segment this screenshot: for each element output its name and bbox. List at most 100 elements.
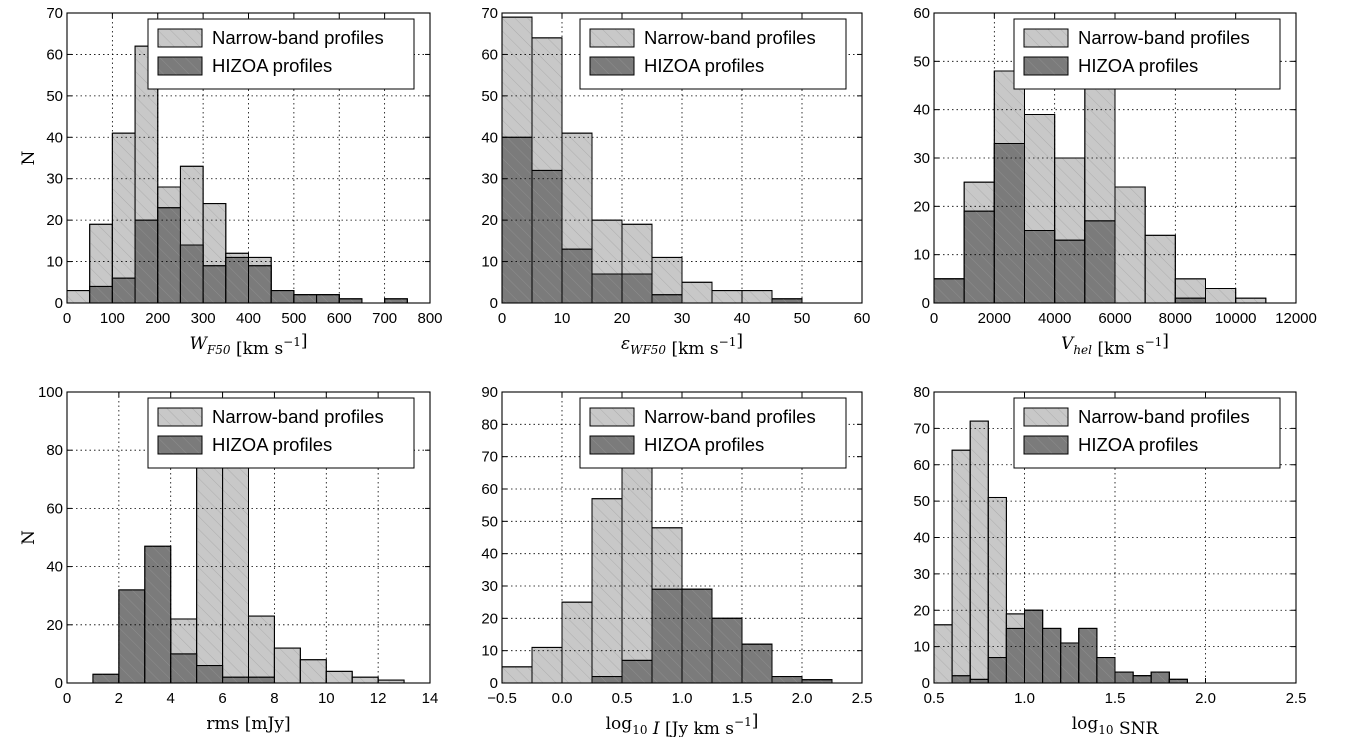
y-tick-label: 10 <box>913 639 930 656</box>
y-tick-label: 20 <box>913 198 930 215</box>
legend-hizoa: HIZOA profiles <box>1023 434 1198 455</box>
x-tick-label: 4000 <box>1038 310 1071 327</box>
y-tick-label: 20 <box>913 602 930 619</box>
hizoa-bar <box>225 256 249 304</box>
y-tick-label: 0 <box>490 675 498 692</box>
y-tick-label: 20 <box>46 617 63 634</box>
hizoa-bar <box>963 210 995 304</box>
hizoa-bar <box>134 219 159 304</box>
hizoa-bar <box>202 265 227 304</box>
svg-text:Narrow-band profiles: Narrow-band profiles <box>1078 27 1250 48</box>
x-axis-label: εWF50 [km s−1] <box>621 331 743 359</box>
narrow-band-bar <box>196 464 224 684</box>
x-tick-label: 8000 <box>1159 310 1192 327</box>
x-tick-label: 2.5 <box>852 690 873 707</box>
narrow-band-bar <box>351 676 379 684</box>
x-tick-label: 0 <box>63 310 71 327</box>
narrow-band-bar <box>325 670 353 684</box>
legend-hizoa: HIZOA profiles <box>589 55 764 76</box>
y-tick-label: 60 <box>481 481 498 498</box>
y-tick-label: 40 <box>46 559 63 576</box>
y-tick-label: 30 <box>481 171 498 188</box>
hizoa-bar <box>248 676 275 684</box>
y-tick-label: 0 <box>55 295 63 312</box>
x-tick-label: 10000 <box>1215 310 1257 327</box>
x-tick-label: 0.0 <box>552 690 573 707</box>
y-tick-label: 40 <box>481 546 498 563</box>
hizoa-bar <box>1096 657 1116 684</box>
x-tick-label: 10 <box>318 690 335 707</box>
svg-text:Narrow-band profiles: Narrow-band profiles <box>212 406 384 427</box>
legend-narrow-band: Narrow-band profiles <box>157 406 384 427</box>
y-tick-label: 20 <box>481 610 498 627</box>
hizoa-bar <box>196 665 224 684</box>
hizoa-bar <box>987 657 1007 684</box>
histogram-panel-6: 0.5 1.0 1.5 2.0 2.5 0 10 20 30 40 50 60 70 80 log10 SN… <box>913 384 1306 737</box>
legend-narrow-band: Narrow-band profiles <box>1023 27 1250 48</box>
hizoa-bar <box>1042 627 1062 684</box>
hizoa-bar <box>1054 239 1086 304</box>
y-axis-label: N <box>19 150 39 165</box>
x-tick-label: 12000 <box>1275 310 1317 327</box>
x-axis-label: log10 SNR <box>1072 714 1160 737</box>
hizoa-bar <box>338 298 363 304</box>
y-tick-label: 80 <box>913 384 930 401</box>
x-tick-label: 1.0 <box>672 690 693 707</box>
narrow-band-bar <box>969 420 989 684</box>
hizoa-bar <box>681 588 713 684</box>
narrow-band-bar <box>681 281 713 304</box>
x-tick-label: 0.5 <box>612 690 633 707</box>
hizoa-bar <box>111 277 136 304</box>
y-tick-label: 30 <box>481 578 498 595</box>
hizoa-bar <box>179 244 204 304</box>
hizoa-bar <box>741 643 773 684</box>
legend-narrow-band: Narrow-band profiles <box>157 27 384 48</box>
x-tick-label: 300 <box>191 310 216 327</box>
svg-text:HIZOA profiles: HIZOA profiles <box>1078 434 1198 455</box>
hizoa-bar <box>1132 675 1152 684</box>
y-tick-label: 80 <box>46 442 63 459</box>
y-tick-label: 0 <box>922 675 930 692</box>
y-tick-label: 30 <box>913 566 930 583</box>
legend-narrow-band: Narrow-band profiles <box>589 406 816 427</box>
narrow-band-bar <box>1114 186 1146 304</box>
hizoa-bar <box>89 285 113 304</box>
hizoa-bar <box>293 294 318 304</box>
narrow-band-bar <box>987 496 1007 684</box>
histogram-panel-4: 0 2 4 6 8 10 12 14 0 20 40 60 80 100 rms [mJy] N Narrow-… <box>19 384 438 734</box>
hizoa-bar <box>384 298 408 304</box>
x-tick-label: 6 <box>218 690 226 707</box>
x-tick-label: 14 <box>422 690 439 707</box>
hizoa-bar <box>1150 671 1170 684</box>
svg-text:Narrow-band profiles: Narrow-band profiles <box>644 27 816 48</box>
y-tick-label: 40 <box>481 129 498 146</box>
narrow-band-bar <box>111 132 136 304</box>
x-tick-label: 2 <box>115 690 123 707</box>
y-tick-label: 60 <box>46 46 63 63</box>
x-tick-label: 6000 <box>1098 310 1131 327</box>
x-tick-label: 8 <box>270 690 278 707</box>
hizoa-bar <box>170 653 198 684</box>
y-tick-label: 70 <box>46 5 63 22</box>
hizoa-bar <box>561 248 593 304</box>
narrow-band-bar <box>222 449 249 684</box>
x-tick-label: 30 <box>674 310 691 327</box>
y-tick-label: 50 <box>913 53 930 70</box>
hizoa-bar <box>933 278 965 304</box>
x-axis-label: WF50 [km s−1] <box>189 331 307 359</box>
legend: Narrow-band profiles HIZOA profiles <box>1013 18 1281 90</box>
y-tick-label: 10 <box>481 254 498 271</box>
legend-narrow-band: Narrow-band profiles <box>589 27 816 48</box>
x-tick-label: 1.0 <box>1014 690 1035 707</box>
x-tick-label: 0 <box>498 310 506 327</box>
legend-hizoa: HIZOA profiles <box>589 434 764 455</box>
y-tick-label: 50 <box>481 513 498 530</box>
y-tick-label: 30 <box>913 150 930 167</box>
hizoa-bar <box>1174 297 1207 304</box>
y-tick-label: 50 <box>913 493 930 510</box>
x-tick-label: 1.5 <box>1105 690 1126 707</box>
narrow-band-bar <box>621 462 653 684</box>
y-tick-label: 40 <box>913 530 930 547</box>
x-tick-label: 10 <box>554 310 571 327</box>
y-tick-label: 20 <box>46 212 63 229</box>
